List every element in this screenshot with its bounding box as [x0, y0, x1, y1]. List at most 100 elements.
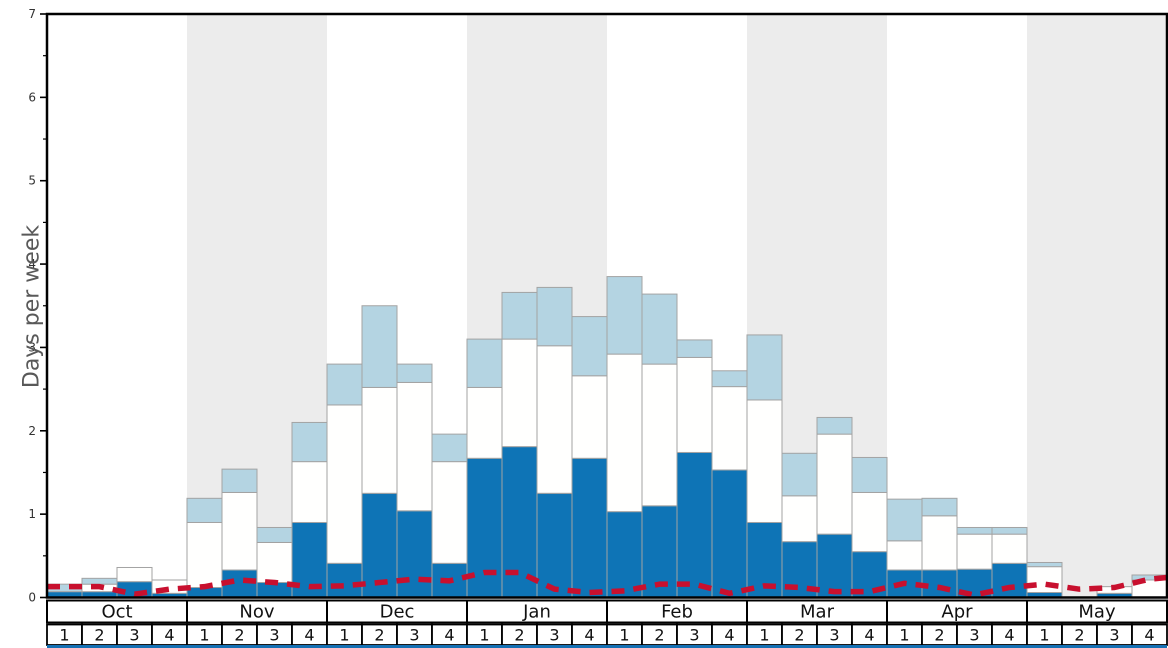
month-label: May: [1078, 602, 1116, 623]
bottom-blue-strip: [47, 645, 1167, 648]
week-number: 3: [129, 626, 139, 645]
y-tick-label: 0: [28, 591, 36, 605]
bar-segment-light-blue: [781, 452, 818, 497]
bar-segment-white: [641, 363, 678, 507]
week-number: 1: [759, 626, 769, 645]
week-number: 4: [1144, 626, 1154, 645]
week-number: 2: [794, 626, 804, 645]
y-tick-label: 6: [28, 90, 36, 104]
week-number: 4: [164, 626, 174, 645]
week-number: 1: [479, 626, 489, 645]
bar-segment-white: [711, 386, 748, 471]
bar-segment-light-blue: [361, 305, 398, 388]
bar-segment-white: [851, 491, 888, 553]
bar-segment-white: [431, 461, 468, 564]
bar-segment-dark-blue: [676, 451, 713, 598]
bar-segment-dark-blue: [571, 457, 608, 598]
bar-segment-white: [536, 345, 573, 494]
bar-segment-light-blue: [991, 526, 1028, 535]
month-label: Oct: [101, 602, 132, 623]
y-tick-label: 5: [28, 174, 36, 188]
week-number: 3: [549, 626, 559, 645]
week-number: 1: [619, 626, 629, 645]
month-cell: [1026, 599, 1168, 624]
bar-segment-light-blue: [956, 526, 993, 535]
bar-segment-dark-blue: [606, 511, 643, 599]
bar-segment-dark-blue: [536, 492, 573, 598]
bar-segment-light-blue: [431, 433, 468, 463]
week-number: 2: [1074, 626, 1084, 645]
bar-segment-light-blue: [396, 363, 433, 383]
bar-segment-light-blue: [186, 497, 223, 523]
bar-segment-dark-blue: [711, 469, 748, 598]
bar-segment-light-blue: [641, 293, 678, 365]
bar-segment-dark-blue: [991, 562, 1028, 598]
bar-segment-light-blue: [851, 456, 888, 493]
y-tick-label: 3: [28, 340, 36, 354]
bar-segment-light-blue: [326, 363, 363, 406]
bar-segment-light-blue: [886, 498, 923, 542]
bar-segment-light-blue: [81, 577, 118, 585]
bar-segment-white: [396, 381, 433, 512]
bar-segment-white: [991, 533, 1028, 564]
y-tick-label: 4: [28, 257, 36, 271]
bar-segment-white: [746, 399, 783, 523]
bar-segment-light-blue: [711, 370, 748, 388]
week-number: 4: [864, 626, 874, 645]
bar-segment-dark-blue: [816, 533, 853, 598]
bar-segment-white: [921, 515, 958, 571]
bar-segment-light-blue: [606, 276, 643, 355]
bar-segment-light-blue: [1026, 561, 1063, 568]
week-number: 3: [269, 626, 279, 645]
month-label: Apr: [941, 602, 973, 623]
week-number: 3: [969, 626, 979, 645]
week-number: 4: [724, 626, 734, 645]
week-number: 3: [409, 626, 419, 645]
week-number: 1: [1039, 626, 1049, 645]
bar-segment-white: [466, 386, 503, 459]
red-dashed-average-line: [47, 569, 1168, 598]
y-axis-title: Days per week: [19, 224, 45, 389]
bar-segment-white: [781, 495, 818, 543]
bar-segment-light-blue: [501, 291, 538, 340]
bar-segment-light-blue: [536, 286, 573, 347]
bar-segment-white: [956, 533, 993, 570]
bar-segment-white: [361, 386, 398, 494]
month-shading-band: [1027, 15, 1167, 597]
bar-segment-white: [326, 404, 363, 564]
week-number: 2: [94, 626, 104, 645]
week-number: 4: [444, 626, 454, 645]
month-label: Nov: [239, 602, 274, 623]
week-number: 2: [514, 626, 524, 645]
week-number: 1: [199, 626, 209, 645]
bar-segment-light-blue: [256, 526, 293, 543]
y-tick-label: 1: [28, 507, 36, 521]
bar-segment-dark-blue: [326, 562, 363, 598]
bar-segment-white: [886, 540, 923, 571]
week-number: 4: [304, 626, 314, 645]
bar-segment-light-blue: [291, 421, 328, 463]
week-number: 4: [1004, 626, 1014, 645]
bar-segment-light-blue: [921, 497, 958, 517]
y-tick-label: 2: [28, 424, 36, 438]
bar-segment-white: [186, 521, 223, 588]
bar-segment-white: [816, 433, 853, 535]
week-number: 2: [374, 626, 384, 645]
month-label: Mar: [800, 602, 835, 623]
bar-segment-light-blue: [571, 316, 608, 377]
month-label: Dec: [380, 602, 415, 623]
bar-segment-light-blue: [466, 338, 503, 388]
bar-segment-white: [291, 461, 328, 523]
week-number: 2: [654, 626, 664, 645]
bar-segment-dark-blue: [396, 510, 433, 598]
y-tick-label: 7: [28, 7, 36, 21]
bar-segment-white: [606, 353, 643, 513]
bar-segment-white: [571, 375, 608, 459]
bar-segment-white: [676, 356, 713, 453]
bar-segment-white: [116, 566, 153, 583]
week-number: 2: [934, 626, 944, 645]
week-number: 3: [689, 626, 699, 645]
week-number: 3: [829, 626, 839, 645]
